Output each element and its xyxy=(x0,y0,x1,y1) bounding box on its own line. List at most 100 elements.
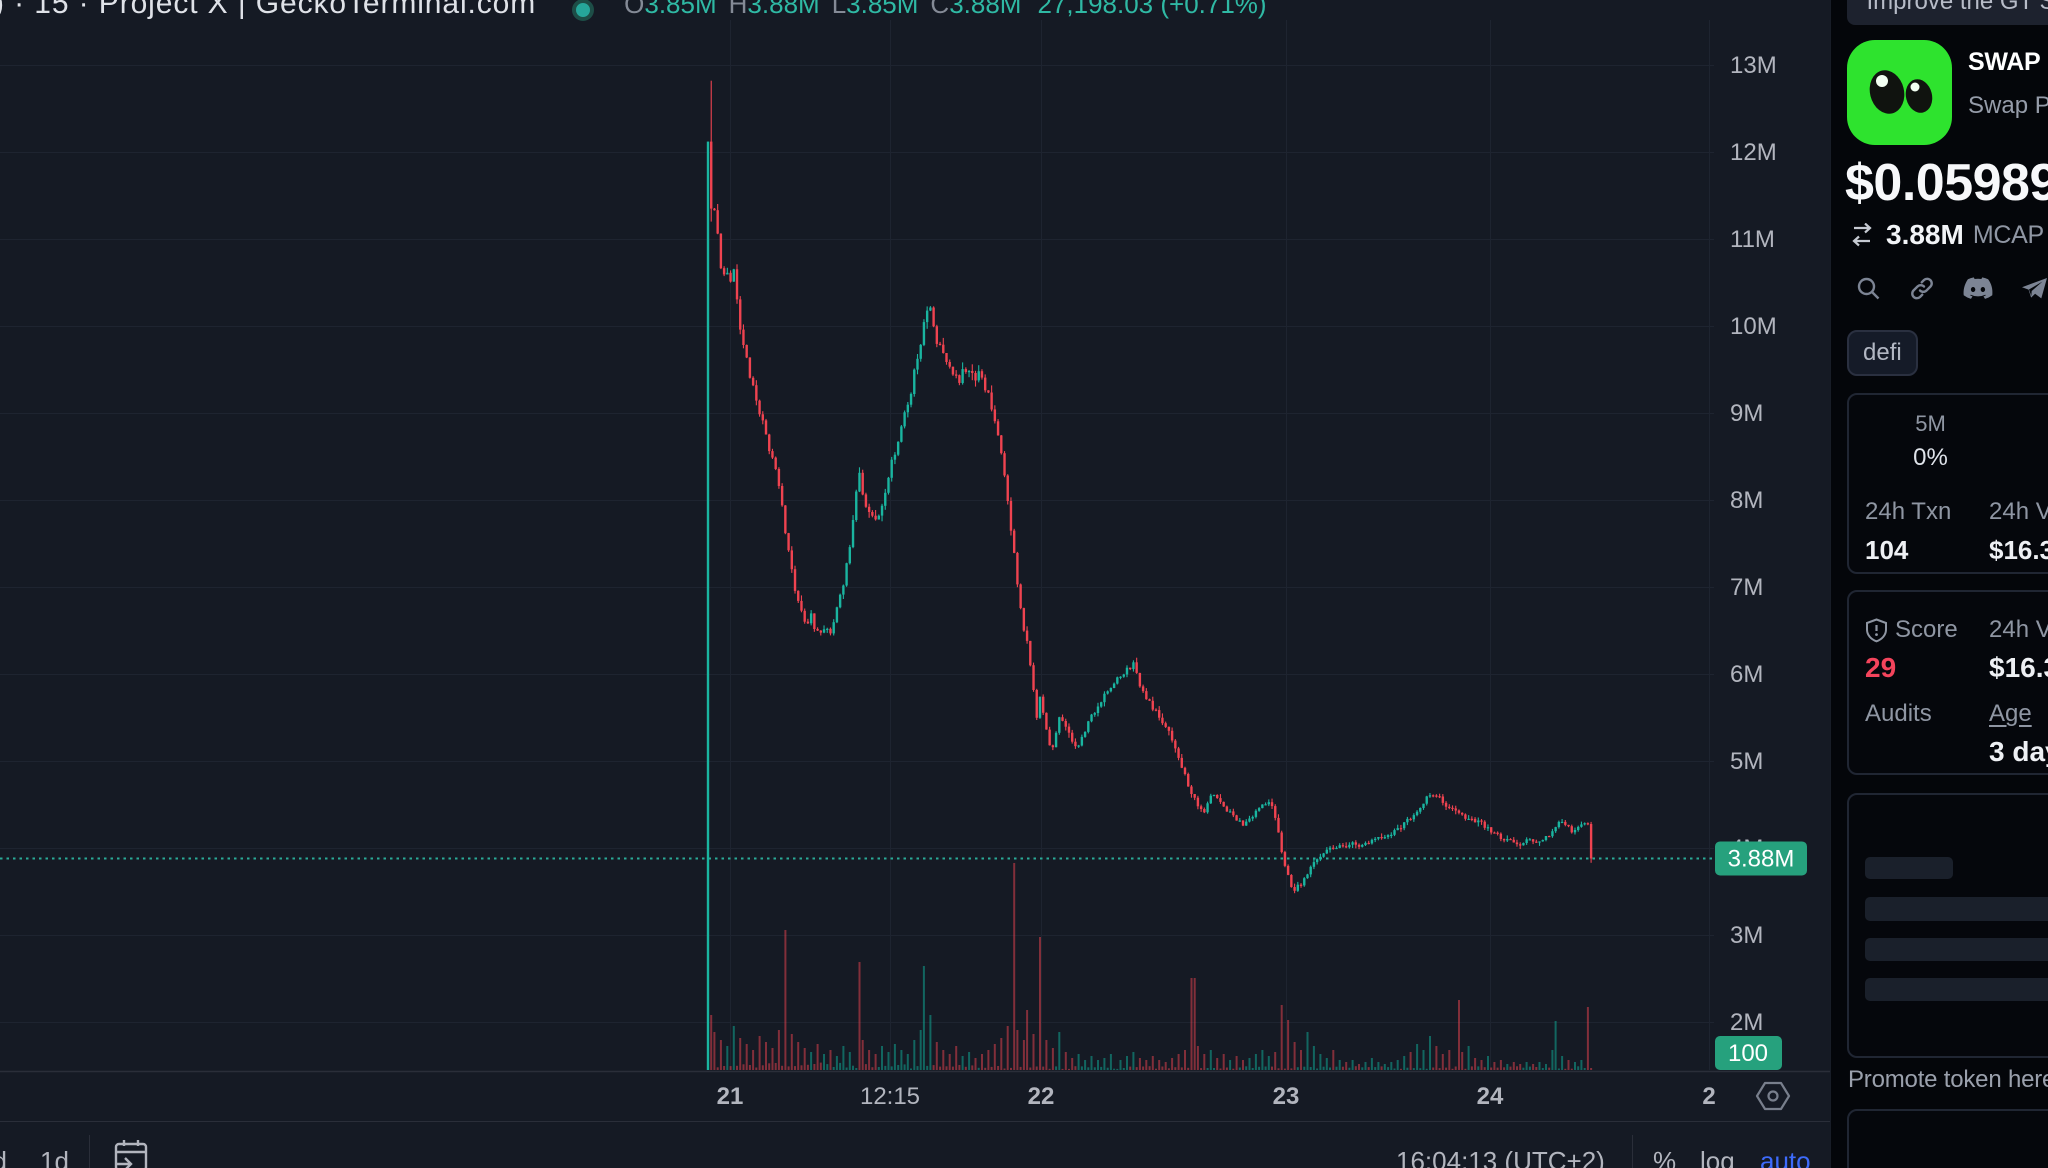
price-axis-label[interactable]: 9M xyxy=(1730,400,1763,427)
stat-label: 24h Vol xyxy=(1989,498,2048,525)
percent-col-label: 1H xyxy=(2012,411,2048,437)
skeleton-bar xyxy=(1865,978,2048,1001)
mcap-row: 3.88M MCAP xyxy=(1847,219,2044,251)
stat-col: 24h Vol $16.3k xyxy=(1989,498,2048,566)
range-5d-button[interactable]: 5d xyxy=(0,1146,7,1168)
score-value: 29 xyxy=(1865,652,1897,683)
percent-scale-button[interactable]: % xyxy=(1653,1146,1677,1168)
token-symbol-row: SWAP xyxy=(1968,48,2048,77)
ohlc-letter: O xyxy=(624,0,645,19)
toolbar-divider xyxy=(89,1135,90,1168)
price-axis-label[interactable]: 11M xyxy=(1730,226,1775,253)
price-axis-label[interactable]: 3M xyxy=(1730,922,1763,949)
stat-value: $16.3k xyxy=(1989,535,2048,565)
candlestick-chart[interactable]: 13M12M11M10M9M8M7M6M5M4M3M2M2112:1522232… xyxy=(0,0,1830,1168)
score-label-row: Score xyxy=(1865,616,1989,644)
percent-col-5M[interactable]: 5M 0% xyxy=(1849,411,2012,472)
price-axis-label[interactable]: 10M xyxy=(1730,313,1777,340)
live-status-icon xyxy=(572,0,595,21)
ohlc-value: 3.85M xyxy=(846,0,919,19)
token-name: Swap Pr xyxy=(1968,92,2048,119)
stat-value: 104 xyxy=(1865,535,1909,565)
bottom-panel xyxy=(1847,1109,2048,1168)
price-axis-label[interactable]: 13M xyxy=(1730,52,1777,79)
price-axis-label[interactable]: 7M xyxy=(1730,574,1763,601)
telegram-icon[interactable] xyxy=(2021,277,2048,301)
time-axis-label[interactable]: 23 xyxy=(1273,1083,1300,1110)
skeleton-bar xyxy=(1865,938,2048,961)
ohlc-values: O3.85M H3.88M L3.85M C3.88M xyxy=(624,0,1021,20)
grid xyxy=(0,20,1714,1070)
ohlc-value: 3.88M xyxy=(747,0,820,19)
price-axis-label[interactable]: 2M xyxy=(1730,1009,1763,1036)
toolbar-divider-right xyxy=(1632,1135,1633,1168)
percent-col-label: 5M xyxy=(1915,411,1946,436)
volume-bars xyxy=(707,863,1593,1070)
price-axis-label[interactable]: 6M xyxy=(1730,661,1763,688)
score-vol-value: $16.3k xyxy=(1989,652,2048,683)
link-icon[interactable] xyxy=(1909,276,1935,301)
token-symbol: SWAP xyxy=(1968,48,2041,76)
improve-gt-score-button[interactable]: Improve the GT Sc xyxy=(1847,0,2048,25)
last-volume-badge-text: 100 xyxy=(1728,1040,1768,1067)
mcap-label: MCAP xyxy=(1972,220,2044,249)
shield-icon xyxy=(1866,617,1887,642)
age-label[interactable]: Age xyxy=(1989,700,2032,727)
switch-metric-icon[interactable] xyxy=(1847,223,1877,247)
price-axis-label[interactable]: 5M xyxy=(1730,748,1763,775)
go-to-date-icon[interactable] xyxy=(113,1138,151,1168)
log-scale-button[interactable]: log xyxy=(1700,1146,1735,1168)
last-price-badge: 3.88M xyxy=(1715,841,1807,876)
chart-legend: ) · 15 · Project X | GeckoTerminal.com O… xyxy=(0,0,1267,22)
legend-volume-change: 27,198.03 (+0.71%) xyxy=(1037,0,1267,19)
time-axis-label[interactable]: 12:15 xyxy=(860,1083,920,1110)
chart-bottom-toolbar: 5d 1d 16:04:13 (UTC+2) % log auto xyxy=(0,1121,1830,1168)
ohlc-letter: L xyxy=(831,0,847,19)
time-axis-label[interactable]: 2 xyxy=(1702,1083,1715,1110)
chart-symbol-title[interactable]: ) · 15 · Project X | GeckoTerminal.com xyxy=(0,0,537,20)
tag-defi[interactable]: defi xyxy=(1847,330,1918,376)
txn-vol-row: 24h Txn 104 24h Vol $16.3k xyxy=(1865,498,2048,566)
token-sidebar: Improve the GT Sc SWAP Swap Pr $0.059899 xyxy=(1830,0,2048,1168)
range-1d-button[interactable]: 1d xyxy=(40,1146,69,1168)
toolbar-separator xyxy=(0,1121,1830,1122)
ohlc-value: 3.85M xyxy=(644,0,717,19)
time-axis-labels[interactable]: 21 12:15 22 23 24 2 xyxy=(717,1083,1716,1110)
price-axis-label[interactable]: 12M xyxy=(1730,139,1777,166)
loading-panel xyxy=(1847,793,2048,1058)
token-logo xyxy=(1847,40,1952,145)
ohlc-letter: H xyxy=(728,0,748,19)
clock-display[interactable]: 16:04:13 (UTC+2) xyxy=(1396,1146,1605,1168)
time-axis-label[interactable]: 21 xyxy=(717,1083,744,1110)
age-value: 3 days xyxy=(1989,736,2048,767)
audits-label: Audits xyxy=(1865,700,1932,727)
time-axis-label[interactable]: 24 xyxy=(1477,1083,1504,1110)
promote-token-link[interactable]: Promote token here... xyxy=(1848,1066,2048,1093)
search-icon[interactable] xyxy=(1856,276,1881,301)
ohlc-letter: C xyxy=(930,0,950,19)
last-volume-badge: 100 xyxy=(1715,1036,1782,1070)
time-axis-label[interactable]: 22 xyxy=(1028,1083,1055,1110)
social-icons-row xyxy=(1856,276,2048,301)
price-axis-label[interactable]: 8M xyxy=(1730,487,1763,514)
score-vol-label: 24h Vol xyxy=(1989,616,2048,643)
price-axis-labels[interactable]: 13M12M11M10M9M8M7M6M5M4M3M2M xyxy=(1730,52,1777,1036)
discord-icon[interactable] xyxy=(1963,276,1993,301)
skeleton-bar xyxy=(1865,897,2048,921)
stat-label: 24h Txn xyxy=(1865,498,1952,525)
percent-col-1H[interactable]: 1H0% xyxy=(2012,411,2048,472)
auto-scale-button[interactable]: auto xyxy=(1760,1146,1811,1168)
ohlc-value: 3.88M xyxy=(949,0,1022,19)
token-price: $0.059899 xyxy=(1845,154,2048,212)
percent-col-value: 0% xyxy=(2012,444,2048,472)
percent-col-value: 0% xyxy=(1913,444,1948,471)
skeleton-bar xyxy=(1865,857,1953,879)
chart-area: 13M12M11M10M9M8M7M6M5M4M3M2M2112:1522232… xyxy=(0,0,1830,1168)
last-price-badge-text: 3.88M xyxy=(1728,845,1795,872)
candles xyxy=(706,80,1593,1070)
percent-change-row: 5M0%1H0% xyxy=(1849,411,2048,472)
axis-settings-icon[interactable] xyxy=(1755,1081,1791,1111)
stat-col: 24h Txn 104 xyxy=(1865,498,1989,566)
